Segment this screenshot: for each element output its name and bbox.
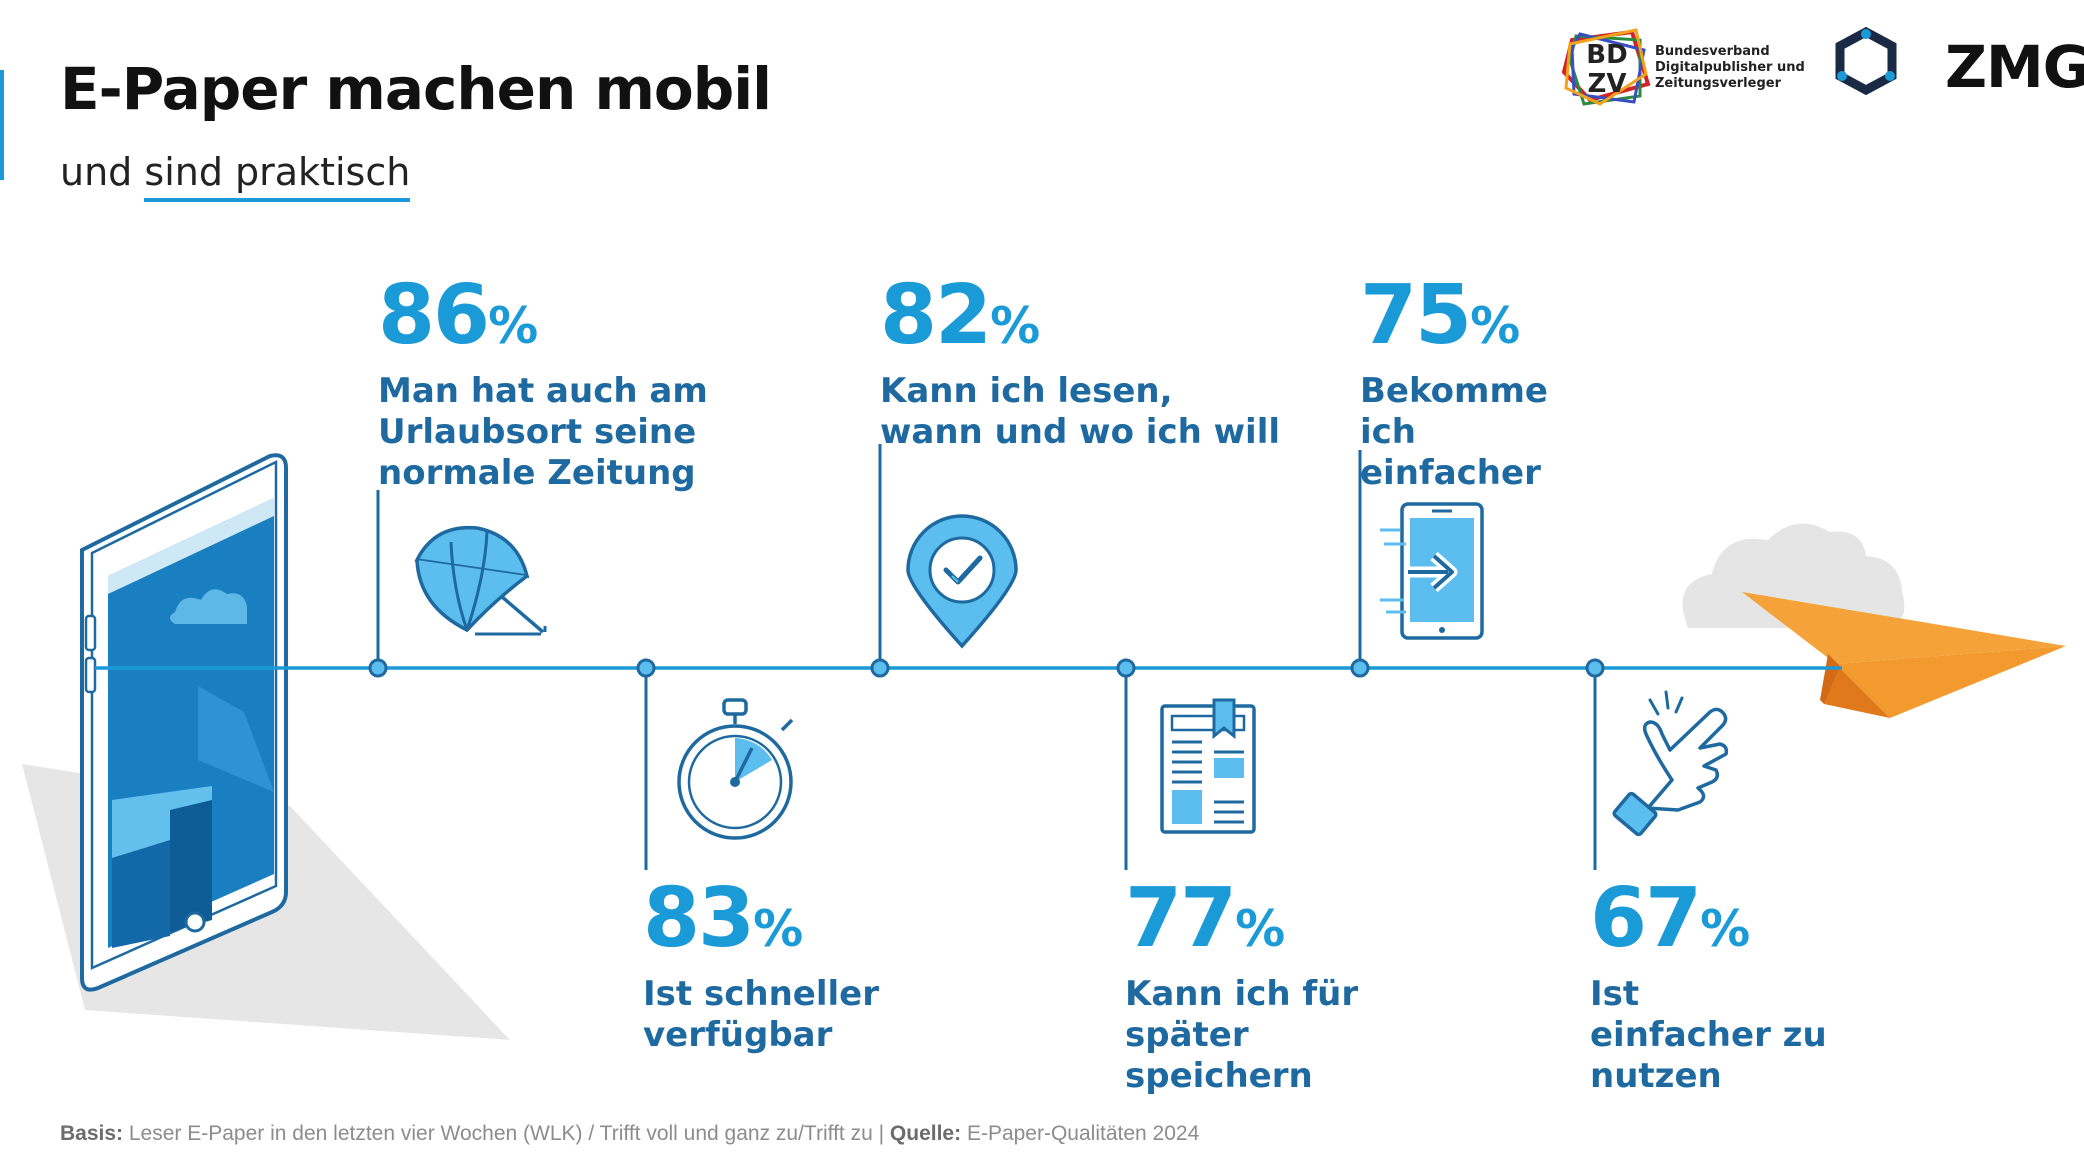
stat-label: Ist einfacher zu nutzen <box>1590 974 1827 1096</box>
stat-value: 83% <box>643 878 883 970</box>
stat-item: 83% Ist schneller verfügbar <box>643 878 883 1056</box>
stat-percent-sign: % <box>1700 900 1751 958</box>
subtitle-prefix: und <box>60 150 133 194</box>
stat-value: 77% <box>1125 878 1445 970</box>
stat-percent-sign: % <box>1235 900 1286 958</box>
tablet-illustration <box>22 453 510 1040</box>
stat-label: Man hat auch am Urlaubsort seine normale… <box>378 371 708 493</box>
stat-number: 83 <box>643 871 755 966</box>
stat-value: 67% <box>1590 878 1830 970</box>
stat-value: 86% <box>378 275 718 367</box>
timeline-dot <box>870 658 890 678</box>
bdzv-name: Bundesverband Digitalpublisher und Zeitu… <box>1655 44 1805 91</box>
stat-item: 77% Kann ich für später speichern <box>1125 878 1445 1097</box>
stat-item: 82% Kann ich lesen, wann und wo ich will <box>880 275 1280 453</box>
timeline-dot <box>636 658 656 678</box>
stat-item: 86% Man hat auch am Urlaubsort seine nor… <box>378 275 718 494</box>
footnote-source-label: Quelle: <box>889 1122 962 1145</box>
stat-number: 82 <box>880 268 992 363</box>
stat-number: 67 <box>1590 871 1702 966</box>
subtitle-highlight: sind praktisch <box>144 150 411 202</box>
footnote-basis-label: Basis: <box>60 1122 124 1145</box>
footnote-basis-text: Leser E-Paper in den letzten vier Wochen… <box>128 1122 885 1145</box>
bdzv-letters-bottom: ZV <box>1588 69 1627 99</box>
tap-hand-icon <box>1612 690 1729 837</box>
stat-item: 75% Bekomme ich einfacher <box>1360 275 1600 494</box>
stat-percent-sign: % <box>753 900 804 958</box>
bdzv-letters-hidden: BDZV <box>1590 130 1593 131</box>
footnote-source-text: E-Paper-Qualitäten 2024 <box>966 1122 1200 1145</box>
cloud-illustration <box>1682 523 1905 628</box>
stat-number: 86 <box>378 268 490 363</box>
stat-number: 77 <box>1125 871 1237 966</box>
timeline-dot <box>368 658 388 678</box>
stat-percent-sign: % <box>488 297 539 355</box>
stat-label: Kann ich für später speichern <box>1125 974 1359 1096</box>
stat-item: 67% Ist einfacher zu nutzen <box>1590 878 1830 1097</box>
stopwatch-icon <box>677 698 794 840</box>
stat-percent-sign: % <box>1470 297 1521 355</box>
stat-label: Ist schneller verfügbar <box>643 974 879 1055</box>
timeline-dot <box>1116 658 1136 678</box>
page-title: E-Paper machen mobil <box>60 55 772 123</box>
timeline-dot <box>1585 658 1605 678</box>
bdzv-logo: BD ZV <box>1561 28 1651 106</box>
bdzv-letters-top: BD <box>1586 40 1627 70</box>
page-subtitle: und sind praktisch <box>60 150 411 202</box>
tablet-arrow-icon <box>1380 502 1484 640</box>
stat-value: 82% <box>880 275 1280 367</box>
stat-number: 75 <box>1360 268 1472 363</box>
stat-label: Bekomme ich einfacher <box>1360 371 1548 493</box>
location-check-icon <box>906 514 1018 649</box>
title-accent-bar <box>0 70 4 180</box>
zmg-wordmark: ZMG <box>1945 33 2084 101</box>
newspaper-bookmark-icon <box>1160 698 1256 834</box>
stat-value: 75% <box>1360 275 1600 367</box>
stat-label: Kann ich lesen, wann und wo ich will <box>880 371 1281 452</box>
timeline-dot <box>1350 658 1370 678</box>
zmg-logo-mark <box>1835 26 1897 96</box>
footnote: Basis: Leser E-Paper in den letzten vier… <box>60 1122 1199 1146</box>
beach-umbrella-icon <box>414 525 547 636</box>
stat-percent-sign: % <box>990 297 1041 355</box>
paper-plane-illustration <box>1742 592 2066 718</box>
